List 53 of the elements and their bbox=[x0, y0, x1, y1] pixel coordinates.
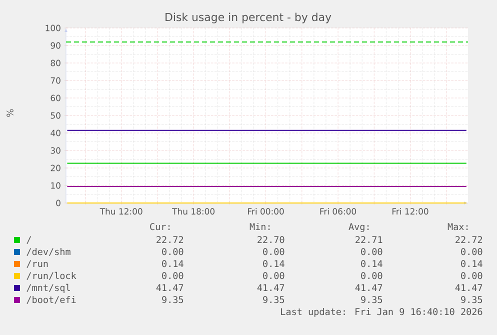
y-tick-label: 70 bbox=[50, 77, 60, 84]
text: 0.00 bbox=[162, 272, 184, 280]
text: Avg: bbox=[348, 223, 369, 232]
x-tick-label: Thu 18:00 bbox=[172, 208, 215, 215]
text: Max: bbox=[448, 223, 468, 230]
text: 41.47 bbox=[355, 284, 382, 291]
legend-label: /run/lock bbox=[26, 272, 76, 280]
y-tick-label: 100 bbox=[46, 24, 60, 32]
text: 41.47 bbox=[156, 284, 184, 291]
text: 9.35 bbox=[162, 296, 184, 304]
chart-title: Disk usage in percent - by day bbox=[166, 12, 332, 24]
text: 22.72 bbox=[156, 236, 184, 243]
y-tick-label: 0 bbox=[56, 200, 60, 206]
text: 0.00 bbox=[461, 272, 482, 280]
legend-label: /boot/efi bbox=[26, 296, 76, 304]
text: 0.00 bbox=[361, 248, 382, 256]
legend-label: / bbox=[26, 236, 32, 244]
text: 9.35 bbox=[263, 296, 284, 304]
text: 0.00 bbox=[361, 272, 382, 280]
text: 0.14 bbox=[361, 260, 382, 268]
text: 0.14 bbox=[162, 260, 184, 268]
text: 0.00 bbox=[162, 248, 184, 256]
text: 22.70 bbox=[258, 236, 284, 244]
text: 41.47 bbox=[257, 284, 284, 291]
text: Min: bbox=[250, 222, 270, 230]
y-axis-title: % bbox=[6, 109, 14, 117]
y-tick-label: 50 bbox=[50, 112, 60, 119]
text: 0.14 bbox=[461, 260, 482, 268]
text: Cur: bbox=[150, 223, 170, 230]
x-tick-label: Fri 06:00 bbox=[320, 208, 356, 215]
y-tick-label: 20 bbox=[50, 164, 60, 172]
text: 0.00 bbox=[263, 272, 284, 280]
legend-label: /dev/shm bbox=[26, 248, 70, 256]
x-tick-label: Fri 12:00 bbox=[392, 208, 428, 215]
y-tick-label: 90 bbox=[50, 42, 60, 49]
legend-label: /run bbox=[26, 260, 48, 268]
x-tick-label: Thu 12:00 bbox=[100, 208, 142, 215]
y-tick-label: 80 bbox=[50, 60, 60, 66]
x-tick-label: Fri 00:00 bbox=[248, 208, 284, 215]
text: 9.35 bbox=[361, 296, 382, 304]
text: 22.71 bbox=[356, 236, 382, 243]
y-tick-label: 10 bbox=[51, 182, 60, 189]
y-tick-label: 30 bbox=[50, 147, 60, 154]
y-tick-label: 60 bbox=[50, 94, 60, 102]
text: Last update: Fri Jan 9 16:40:10 2026 bbox=[281, 308, 482, 317]
text: 0.00 bbox=[263, 248, 284, 256]
y-tick-label: 40 bbox=[50, 130, 60, 136]
legend-label: /mnt/sql bbox=[26, 284, 70, 293]
text: 9.35 bbox=[461, 296, 482, 304]
text: 22.72 bbox=[456, 236, 482, 243]
text: 0.14 bbox=[263, 260, 284, 268]
text: 41.47 bbox=[455, 284, 482, 291]
text: 0.00 bbox=[461, 248, 482, 256]
